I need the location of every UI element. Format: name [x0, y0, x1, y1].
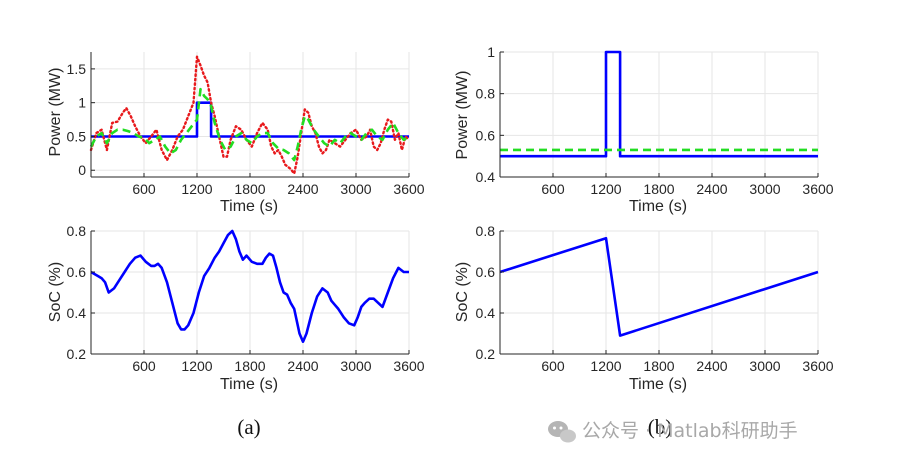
y-tick-label: 0.4 — [476, 169, 496, 185]
x-tick-label: 2400 — [287, 358, 318, 374]
x-tick-label: 2400 — [696, 358, 727, 374]
x-tick-label: 3600 — [393, 358, 424, 374]
ylabel-b-soc: SoC (%) — [454, 262, 471, 322]
caption-a: (a) — [237, 415, 260, 439]
x-tick-label: 1200 — [590, 358, 621, 374]
panel-b-soc: 600 1200 1800 2400 3000 3600 0.2 0.4 0.6 0.8 SoC … — [454, 223, 834, 393]
x-tick-label: 3000 — [340, 181, 371, 197]
xlabel-b-power: Time (s) — [629, 198, 687, 215]
y-tick-label: 1.5 — [67, 61, 87, 77]
xlabel-a-power: Time (s) — [220, 198, 278, 215]
ylabel-b-power: Power (MW) — [454, 71, 471, 160]
x-tick-label: 1800 — [234, 358, 265, 374]
plot-area: 600 1200 1800 2400 3000 3600 0.2 0.4 0.6 0.8 — [476, 223, 834, 374]
x-tick-label: 3600 — [802, 358, 833, 374]
y-tick-label: 0.2 — [476, 346, 496, 362]
x-tick-label: 3000 — [749, 181, 780, 197]
y-tick-label: 1 — [78, 95, 86, 111]
x-tick-label: 3600 — [802, 181, 833, 197]
caption-b: (b) — [648, 415, 673, 439]
x-tick-label: 1800 — [234, 181, 265, 197]
y-tick-label: 0.6 — [476, 264, 496, 280]
wechat-icon — [548, 421, 576, 443]
series-line-dashed — [89, 87, 410, 162]
plot-area: 600 1200 1800 2400 3000 3600 0.2 0.4 0.6 0.8 — [67, 223, 425, 374]
watermark: 公众号 · Matlab科研助手 — [548, 420, 798, 443]
xlabel-b-soc: Time (s) — [629, 376, 687, 393]
y-tick-label: 0.4 — [67, 305, 87, 321]
x-tick-label: 1800 — [643, 358, 674, 374]
y-tick-label: 0.5 — [67, 128, 87, 144]
x-tick-label: 1800 — [643, 181, 674, 197]
y-tick-label: 0.6 — [67, 264, 87, 280]
series-line-solid — [90, 229, 409, 344]
plot-area: 600 1200 1800 2400 3000 3600 0 0.5 1 1.5 — [67, 52, 425, 197]
x-tick-label: 2400 — [696, 181, 727, 197]
y-tick-label: 1 — [487, 44, 495, 60]
ylabel-a-power: Power (MW) — [47, 68, 64, 157]
y-tick-label: 0.8 — [67, 223, 87, 239]
x-tick-label: 600 — [541, 181, 565, 197]
x-tick-label: 600 — [541, 358, 565, 374]
x-tick-label: 1200 — [590, 181, 621, 197]
x-tick-label: 600 — [132, 358, 156, 374]
x-tick-label: 3000 — [749, 358, 780, 374]
x-tick-label: 3000 — [340, 358, 371, 374]
series-line-solid — [500, 50, 818, 158]
series-line-dotted — [89, 55, 411, 175]
x-tick-label: 1200 — [181, 358, 212, 374]
y-tick-label: 0.2 — [67, 346, 87, 362]
x-tick-label: 2400 — [287, 181, 318, 197]
y-tick-label: 0 — [78, 162, 86, 178]
x-tick-label: 600 — [132, 181, 156, 197]
panel-b-power: 600 1200 1800 2400 3000 3600 0.4 0.6 0.8 1 Power … — [454, 44, 834, 215]
watermark-text: 公众号 · Matlab科研助手 — [582, 420, 798, 442]
xlabel-a-soc: Time (s) — [220, 376, 278, 393]
y-tick-label: 0.6 — [476, 127, 496, 143]
y-tick-label: 0.4 — [476, 305, 496, 321]
x-tick-label: 1200 — [181, 181, 212, 197]
y-tick-label: 0.8 — [476, 223, 496, 239]
y-tick-label: 0.8 — [476, 86, 496, 102]
plot-area: 600 1200 1800 2400 3000 3600 0.4 0.6 0.8 1 — [476, 44, 834, 197]
series-line-solid — [499, 236, 819, 337]
ylabel-a-soc: SoC (%) — [47, 262, 64, 322]
x-tick-label: 3600 — [393, 181, 424, 197]
panel-a-power: 600 1200 1800 2400 3000 3600 0 0.5 1 1.5 Power (M… — [47, 52, 425, 215]
panel-a-soc: 600 1200 1800 2400 3000 3600 0.2 0.4 0.6 0.8 SoC … — [47, 223, 425, 393]
